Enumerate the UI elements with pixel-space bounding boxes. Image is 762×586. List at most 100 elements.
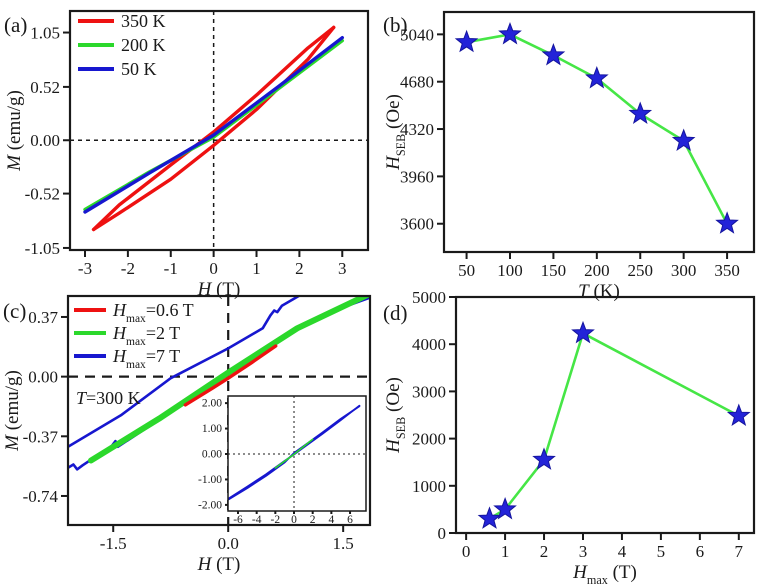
y-tick-label: 0.52 [30, 78, 60, 97]
y-axis-label-group: M (emu/g) [2, 370, 23, 452]
x-tick-label: 1 [252, 259, 261, 278]
legend-item: Hmax=7 T [74, 346, 180, 371]
x-tick-label: 150 [541, 261, 567, 280]
curve-2T-loop [88, 296, 370, 464]
axes-box [454, 295, 756, 535]
series-group [83, 25, 344, 232]
y-tick-label: 2.00 [202, 398, 222, 410]
x-tick-label: 6 [347, 514, 353, 526]
curve-350K-ascending-branch [91, 25, 336, 232]
legend-label: Hmax=7 T [112, 346, 180, 371]
x-tick-label: -6 [233, 514, 243, 526]
inset-background [228, 396, 366, 511]
y-axis-label: M (emu/g) [2, 370, 23, 452]
y-tick-label: -0.74 [23, 487, 59, 506]
y-tick-label: -0.37 [23, 427, 59, 446]
y-tick-label: 0.00 [30, 131, 60, 150]
x-tick-label: 1 [501, 542, 510, 561]
x-tick-label: 0 [291, 514, 297, 526]
x-tick-label: 300 [671, 261, 697, 280]
y-tick-label: 0.37 [28, 308, 58, 327]
series-group [68, 296, 370, 471]
star-marker [628, 101, 653, 124]
y-tick-label: 5040 [400, 25, 434, 44]
y-tick-label: 4000 [412, 335, 446, 354]
panel-label-a: (a) [4, 13, 27, 37]
x-tick-label: 0.0 [218, 534, 239, 553]
x-tick-label: 1.5 [333, 534, 354, 553]
panel-label-d: (d) [383, 301, 408, 325]
panel-label-b: (b) [383, 13, 408, 37]
y-tick-label: 2000 [412, 430, 446, 449]
star-marker [726, 403, 751, 426]
y-tick-label: 0 [438, 524, 447, 543]
star-marker [454, 29, 479, 53]
x-tick-label: -4 [252, 514, 262, 526]
x-tick-label: 6 [696, 542, 705, 561]
x-tick-label: -1.5 [100, 534, 127, 553]
y-axis-label-group: HSEB (Oe) [383, 94, 408, 171]
legend-label: Hmax=2 T [112, 323, 180, 348]
axes-box [68, 9, 370, 252]
x-tick-label: 350 [714, 261, 740, 280]
x-tick-label: 2 [310, 514, 316, 526]
y-tick-label: -1.00 [198, 474, 222, 486]
x-tick-label: 100 [497, 261, 523, 280]
connecting-line [488, 331, 740, 520]
x-axis-label: Hmax (T) [572, 562, 637, 586]
x-tick-label: -1 [164, 259, 178, 278]
x-tick-label: 2 [295, 259, 304, 278]
series-group [228, 404, 361, 501]
y-tick-label: 1000 [412, 477, 446, 496]
legend-item: Hmax=2 T [74, 323, 180, 348]
x-axis-label: H (T) [197, 554, 241, 575]
curve-7T-full-loop-b [228, 405, 361, 501]
x-tick-label: 200 [584, 261, 610, 280]
x-tick-label: 0 [209, 259, 218, 278]
y-tick-label: 1.05 [30, 24, 60, 43]
star-marker [477, 506, 502, 529]
curve-7T-descending-branch [68, 296, 301, 449]
star-marker [532, 447, 556, 470]
y-axis-label-group: M (emu/g) [4, 90, 25, 172]
star-marker [541, 42, 566, 66]
x-tick-label: 7 [735, 542, 744, 561]
inset-chart: -6 -4 -2 0 2 4 6 2.00 1.00 0.00 -1.00 -2.00 [198, 395, 367, 526]
x-tick-label: 3 [338, 259, 347, 278]
connecting-line [466, 33, 729, 225]
legend-item: 50 K [78, 59, 157, 79]
y-axis-label: HSEB (Oe) [383, 94, 408, 171]
y-tick-label: 3000 [412, 382, 446, 401]
y-tick-label: 3960 [400, 167, 434, 186]
y-axis-label-group: HSEB (Oe) [383, 377, 408, 454]
x-tick-label: 2 [540, 542, 549, 561]
axes-box [66, 294, 372, 527]
x-axis-label: T (K) [578, 281, 620, 302]
x-tick-label: 3 [579, 542, 588, 561]
legend-label: 200 K [121, 35, 166, 55]
y-tick-label: 4680 [400, 73, 434, 92]
x-tick-label: 4 [618, 542, 627, 561]
curve-350K-descending-branch [91, 25, 336, 232]
x-tick-label: 50 [458, 261, 475, 280]
y-tick-label: -2.00 [198, 499, 222, 511]
panel-label-c: (c) [3, 299, 26, 323]
x-tick-label: -3 [78, 259, 92, 278]
panel-d: 0 1 2 3 4 5 6 7 0 1000 2000 3000 4000 5000 Hmax (T) HSE… [383, 288, 756, 586]
y-tick-label: 0.00 [28, 368, 58, 387]
x-tick-label: -2 [121, 259, 135, 278]
x-tick-label: 5 [657, 542, 666, 561]
y-axis-label: M (emu/g) [4, 90, 25, 172]
legend-item: Hmax=0.6 T [74, 300, 194, 325]
axes-box [442, 10, 756, 254]
x-tick-label: 4 [328, 514, 334, 526]
star-marker [498, 21, 522, 45]
curve-50K-loop [83, 36, 344, 214]
x-tick-label: -2 [271, 514, 281, 526]
curve-2T-full-loop [274, 438, 314, 469]
panel-b: 50 100 150 200 250 300 350 3600 3960 4320 4680 5040… [383, 10, 756, 302]
temperature-annotation: T=300 K [76, 388, 141, 408]
y-tick-label: 1.00 [202, 423, 222, 435]
